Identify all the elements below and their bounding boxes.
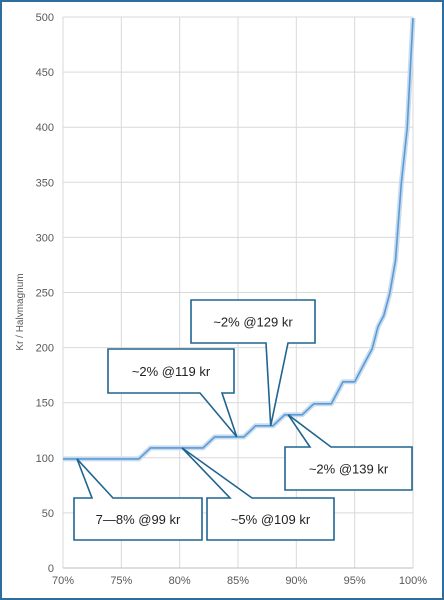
y-tick-label: 200 bbox=[36, 343, 54, 355]
x-tick-label: 70% bbox=[52, 575, 74, 587]
callout-box bbox=[284, 414, 413, 491]
y-tick-label: 500 bbox=[36, 12, 54, 24]
callout-label: ~2% @119 kr bbox=[132, 364, 211, 379]
y-tick-label: 150 bbox=[36, 398, 54, 410]
x-tick-label: 90% bbox=[285, 575, 307, 587]
x-tick-label: 100% bbox=[399, 575, 427, 587]
y-tick-label: 100 bbox=[36, 453, 54, 465]
y-axis-label: Kr / Halvmagnum bbox=[15, 273, 26, 350]
callout-label: 7—8% @99 kr bbox=[96, 512, 181, 527]
callout-label: ~2% @129 kr bbox=[213, 315, 293, 330]
x-tick-label: 95% bbox=[344, 575, 366, 587]
y-tick-label: 50 bbox=[42, 508, 54, 520]
callout-box bbox=[73, 458, 203, 541]
y-tick-label: 0 bbox=[48, 563, 54, 575]
x-tick-label: 85% bbox=[227, 575, 249, 587]
y-tick-label: 450 bbox=[36, 67, 54, 79]
y-tick-label: 300 bbox=[36, 232, 54, 244]
callout-box bbox=[107, 348, 238, 438]
axes: 0 50 100 150 200 250 300 350 400 450 500 70% 75% 80% 8… bbox=[36, 12, 428, 587]
callout: 7—8% @99 kr bbox=[73, 458, 203, 541]
callout: ~2% @119 kr bbox=[107, 348, 238, 438]
callout-box bbox=[190, 299, 316, 426]
x-tick-label: 80% bbox=[169, 575, 191, 587]
series bbox=[63, 17, 416, 462]
callout-label: ~2% @139 kr bbox=[309, 462, 389, 477]
callout: ~2% @129 kr bbox=[190, 299, 316, 426]
callout-box bbox=[181, 447, 335, 541]
y-tick-label: 250 bbox=[36, 288, 54, 300]
y-tick-label: 400 bbox=[36, 122, 54, 134]
x-tick-label: 75% bbox=[110, 575, 132, 587]
callout-label: ~5% @109 kr bbox=[231, 512, 311, 527]
callouts: 7—8% @99 kr ~5% @109 kr ~2% @119 kr ~2% @12… bbox=[73, 299, 413, 541]
callout: ~2% @139 kr bbox=[284, 414, 413, 491]
callout: ~5% @109 kr bbox=[181, 447, 335, 541]
y-tick-label: 350 bbox=[36, 177, 54, 189]
series-line bbox=[63, 18, 414, 460]
